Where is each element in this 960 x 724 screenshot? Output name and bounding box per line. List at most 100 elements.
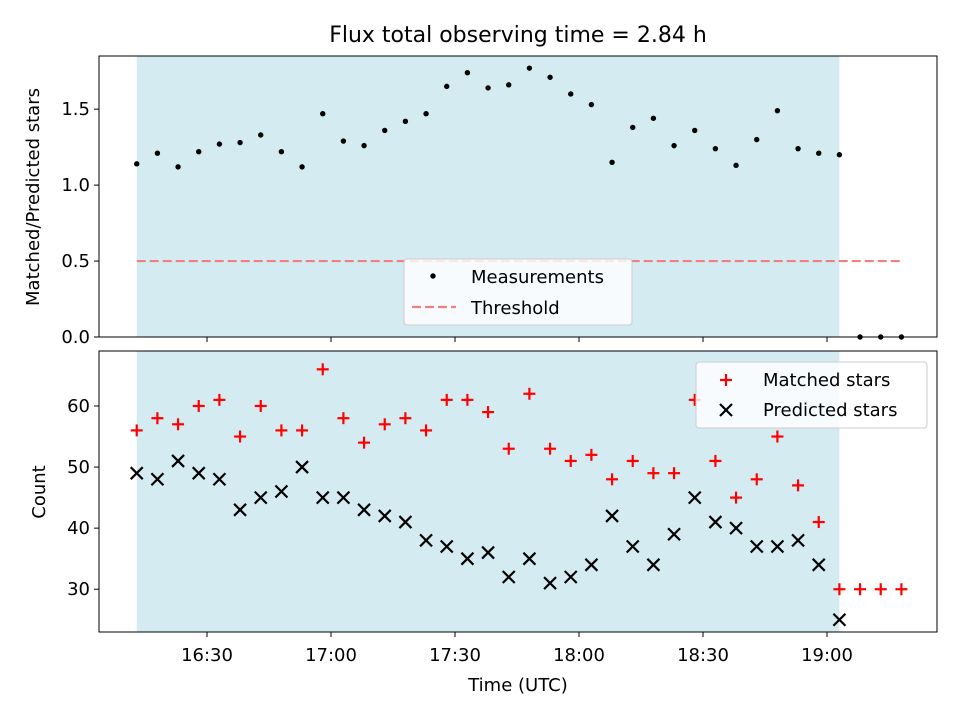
predicted-stars-point bbox=[749, 539, 764, 554]
bottom-x-tick-label: 18:00 bbox=[553, 645, 605, 666]
measurement-point bbox=[299, 164, 305, 170]
bottom-x-ticks: 16:30 17:00 17:30 18:00 18:30 19:00 bbox=[181, 632, 853, 666]
predicted-stars-point bbox=[336, 490, 351, 505]
predicted-stars-point bbox=[832, 613, 847, 627]
predicted-stars-point bbox=[770, 539, 785, 554]
matched-stars-point bbox=[874, 583, 887, 596]
measurement-point bbox=[568, 91, 574, 97]
matched-stars-point bbox=[606, 473, 619, 486]
matched-stars-point bbox=[420, 424, 433, 437]
predicted-stars-point bbox=[481, 545, 495, 560]
matched-stars-point bbox=[296, 424, 309, 437]
matched-stars-point bbox=[254, 399, 267, 412]
measurement-point bbox=[671, 142, 677, 149]
predicted-stars-point bbox=[129, 466, 144, 480]
top-y-tick-label: 0.5 bbox=[61, 251, 90, 272]
bottom-x-tick-label: 17:00 bbox=[305, 645, 357, 666]
legend-predicted-marker bbox=[719, 403, 733, 417]
measurement-point bbox=[340, 138, 347, 144]
matched-stars-point bbox=[895, 583, 908, 596]
matched-stars-point bbox=[358, 436, 371, 449]
matched-stars-point bbox=[854, 583, 867, 596]
predicted-stars-point bbox=[811, 558, 826, 572]
matched-stars-point bbox=[626, 454, 639, 467]
measurement-point bbox=[836, 152, 843, 158]
matched-stars-point bbox=[812, 516, 825, 529]
matched-stars-point bbox=[730, 491, 743, 504]
legend-measurements-marker bbox=[430, 273, 436, 279]
measurement-point bbox=[361, 142, 367, 149]
matched-stars-point bbox=[564, 454, 577, 467]
predicted-stars-point bbox=[419, 533, 433, 548]
predicted-stars-point bbox=[605, 509, 619, 523]
top-y-ticks: 0.0 0.5 1.0 1.5 bbox=[61, 99, 99, 348]
bottom-y-tick-label: 60 bbox=[67, 396, 90, 417]
predicted-stars-point bbox=[295, 460, 309, 474]
matched-stars-point bbox=[461, 393, 474, 406]
measurement-point bbox=[278, 148, 285, 155]
bottom-y-tick-label: 30 bbox=[67, 579, 90, 600]
bottom-legend: Matched stars Predicted stars bbox=[695, 361, 928, 429]
top-y-tick-label: 1.0 bbox=[61, 175, 90, 196]
matched-stars-point bbox=[482, 406, 495, 419]
measurement-point bbox=[196, 148, 202, 155]
predicted-stars-point bbox=[563, 570, 578, 584]
predicted-stars-point bbox=[501, 570, 516, 584]
predicted-stars-point bbox=[708, 515, 723, 529]
top-legend: Measurements Threshold bbox=[403, 258, 633, 326]
matched-stars-point bbox=[523, 387, 536, 400]
matched-stars-point bbox=[213, 393, 226, 406]
measurement-point bbox=[423, 111, 429, 117]
predicted-stars-point bbox=[315, 490, 330, 505]
measurement-point bbox=[609, 159, 615, 166]
predicted-stars-point bbox=[398, 515, 413, 529]
matched-stars-point bbox=[750, 473, 763, 486]
matched-stars-point bbox=[151, 412, 164, 425]
matched-stars-point bbox=[833, 583, 846, 596]
measurement-point bbox=[382, 127, 388, 134]
measurement-point bbox=[485, 85, 491, 91]
bottom-x-tick-label: 16:30 bbox=[181, 645, 233, 666]
matched-stars-point bbox=[172, 418, 185, 431]
matched-stars-point bbox=[544, 442, 557, 455]
top-chart-title: Flux total observing time = 2.84 h bbox=[329, 23, 707, 48]
top-panel: 0.0 0.5 1.0 1.5 Flux total observing time =… bbox=[23, 23, 938, 348]
measurement-point bbox=[175, 164, 181, 170]
predicted-stars-point bbox=[439, 539, 454, 554]
measurement-point bbox=[506, 82, 512, 88]
predicted-stars-point bbox=[191, 466, 206, 480]
top-legend-box bbox=[403, 258, 633, 326]
matched-stars-point bbox=[792, 479, 805, 492]
matched-stars-point bbox=[378, 418, 391, 431]
predicted-stars-point bbox=[646, 558, 661, 572]
bottom-y-tick-label: 50 bbox=[67, 457, 90, 478]
matched-stars-point bbox=[585, 448, 598, 461]
bottom-x-axis-label: Time (UTC) bbox=[467, 675, 568, 696]
matched-stars-point bbox=[668, 467, 681, 480]
matched-stars-point bbox=[647, 467, 660, 480]
matched-stars-point bbox=[399, 412, 412, 425]
predicted-stars-point bbox=[687, 490, 702, 505]
measurement-point bbox=[733, 162, 739, 169]
legend-measurements-label: Measurements bbox=[471, 267, 604, 288]
matched-stars-point bbox=[130, 424, 143, 437]
measurement-point bbox=[630, 124, 636, 131]
predicted-stars-point bbox=[253, 490, 268, 505]
bottom-y-ticks: 30 40 50 60 bbox=[67, 396, 99, 600]
measurement-point bbox=[774, 107, 781, 114]
measurement-point bbox=[464, 70, 471, 76]
bottom-axes-frame bbox=[98, 350, 938, 633]
matched-stars-point bbox=[316, 363, 329, 376]
matched-stars-point bbox=[234, 430, 247, 443]
top-y-axis-label: Matched/Predicted stars bbox=[23, 88, 44, 306]
predicted-stars-point bbox=[274, 484, 289, 499]
bottom-points-layer bbox=[129, 363, 908, 627]
predicted-stars-point bbox=[667, 527, 681, 542]
measurement-point bbox=[692, 127, 698, 134]
measurement-point bbox=[754, 136, 760, 143]
measurement-point bbox=[526, 65, 533, 71]
measurement-point bbox=[237, 139, 243, 146]
matched-stars-point bbox=[502, 442, 515, 455]
